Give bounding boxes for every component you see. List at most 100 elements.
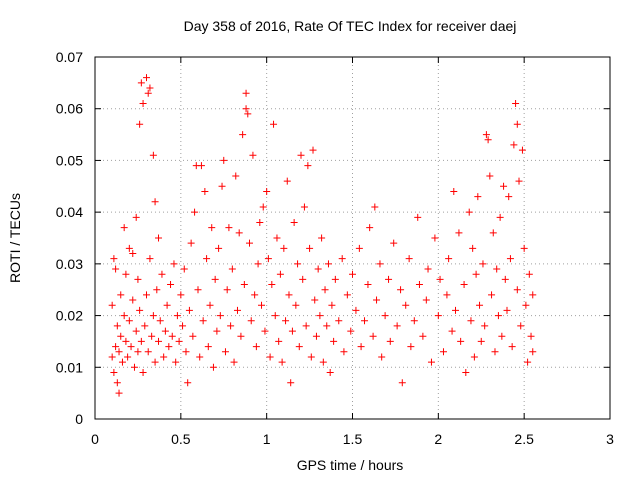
- data-point: [167, 281, 175, 289]
- data-point: [182, 348, 190, 356]
- x-tick-label: 0.5: [171, 431, 191, 447]
- data-point: [137, 79, 145, 87]
- data-point: [156, 317, 164, 325]
- data-point: [476, 301, 484, 309]
- data-point: [230, 358, 238, 366]
- data-point: [177, 291, 185, 299]
- data-point: [366, 224, 374, 232]
- data-point: [211, 275, 219, 283]
- data-point: [513, 120, 521, 128]
- data-point: [529, 291, 537, 299]
- data-point: [120, 312, 128, 320]
- data-point: [527, 332, 535, 340]
- data-point: [143, 291, 150, 299]
- data-point: [340, 348, 348, 356]
- data-point: [470, 353, 478, 361]
- data-point: [242, 89, 250, 97]
- data-point: [268, 281, 276, 289]
- data-point: [328, 301, 336, 309]
- data-point: [455, 229, 463, 237]
- data-point: [117, 291, 125, 299]
- data-point: [489, 229, 497, 237]
- data-point: [326, 368, 334, 376]
- data-point: [113, 322, 121, 330]
- data-point: [469, 244, 477, 252]
- data-point: [276, 270, 284, 278]
- data-point: [151, 358, 159, 366]
- data-point: [364, 281, 372, 289]
- data-point: [330, 337, 338, 345]
- plot-frame: [94, 56, 611, 420]
- data-point: [410, 317, 418, 325]
- y-tick-label: 0.04: [56, 204, 83, 220]
- data-point: [108, 353, 116, 361]
- data-point: [155, 234, 163, 242]
- y-tick-label: 0.02: [56, 308, 83, 324]
- data-point: [314, 265, 322, 273]
- data-point: [312, 332, 320, 340]
- data-point: [321, 286, 329, 294]
- data-point: [129, 296, 137, 304]
- data-point: [482, 131, 490, 139]
- data-point: [292, 301, 300, 309]
- data-point: [240, 281, 248, 289]
- data-point: [324, 260, 332, 268]
- data-point: [263, 187, 271, 195]
- data-point: [508, 343, 516, 351]
- data-point: [112, 265, 120, 273]
- data-point: [132, 213, 140, 221]
- data-point: [228, 265, 236, 273]
- data-point: [491, 348, 499, 356]
- data-point: [494, 312, 502, 320]
- data-point: [460, 281, 468, 289]
- y-tick-label: 0.05: [56, 152, 83, 168]
- x-tick-label: 0: [91, 431, 99, 447]
- data-point: [357, 343, 365, 351]
- data-point: [258, 301, 266, 309]
- data-point: [436, 275, 444, 283]
- x-tick-label: 2: [434, 431, 442, 447]
- data-point: [144, 89, 152, 97]
- data-point: [323, 322, 331, 330]
- data-point: [300, 203, 308, 211]
- data-point: [479, 260, 487, 268]
- data-point: [273, 234, 281, 242]
- data-point: [402, 301, 410, 309]
- data-point: [452, 306, 459, 314]
- data-point: [139, 368, 147, 376]
- data-point: [194, 286, 202, 294]
- data-point: [398, 379, 406, 387]
- y-axis-label: ROTI / TECUs: [7, 193, 23, 283]
- data-point: [484, 136, 492, 144]
- data-point: [397, 286, 405, 294]
- data-point: [151, 198, 159, 206]
- data-point: [415, 281, 423, 289]
- data-point: [108, 301, 116, 309]
- data-point: [385, 275, 393, 283]
- data-point: [223, 286, 231, 294]
- data-point: [525, 270, 533, 278]
- data-point: [137, 337, 145, 345]
- data-point: [247, 317, 255, 325]
- y-tick-label: 0.06: [56, 101, 83, 117]
- data-point: [465, 208, 473, 216]
- data-point: [134, 348, 142, 356]
- data-point: [457, 337, 465, 345]
- data-point: [448, 327, 456, 335]
- x-tick-label: 2.5: [514, 431, 534, 447]
- data-point: [216, 312, 224, 320]
- data-point: [187, 239, 195, 247]
- data-point: [302, 322, 310, 330]
- data-point: [175, 337, 183, 345]
- data-point: [287, 379, 295, 387]
- x-tick-label: 1: [263, 431, 271, 447]
- data-point: [249, 151, 257, 159]
- data-point: [419, 332, 427, 340]
- data-point: [264, 255, 272, 263]
- data-point: [285, 291, 293, 299]
- data-point: [227, 322, 235, 330]
- y-tick-label: 0.03: [56, 256, 83, 272]
- data-point: [445, 255, 453, 263]
- data-point: [278, 358, 286, 366]
- data-point: [149, 312, 157, 320]
